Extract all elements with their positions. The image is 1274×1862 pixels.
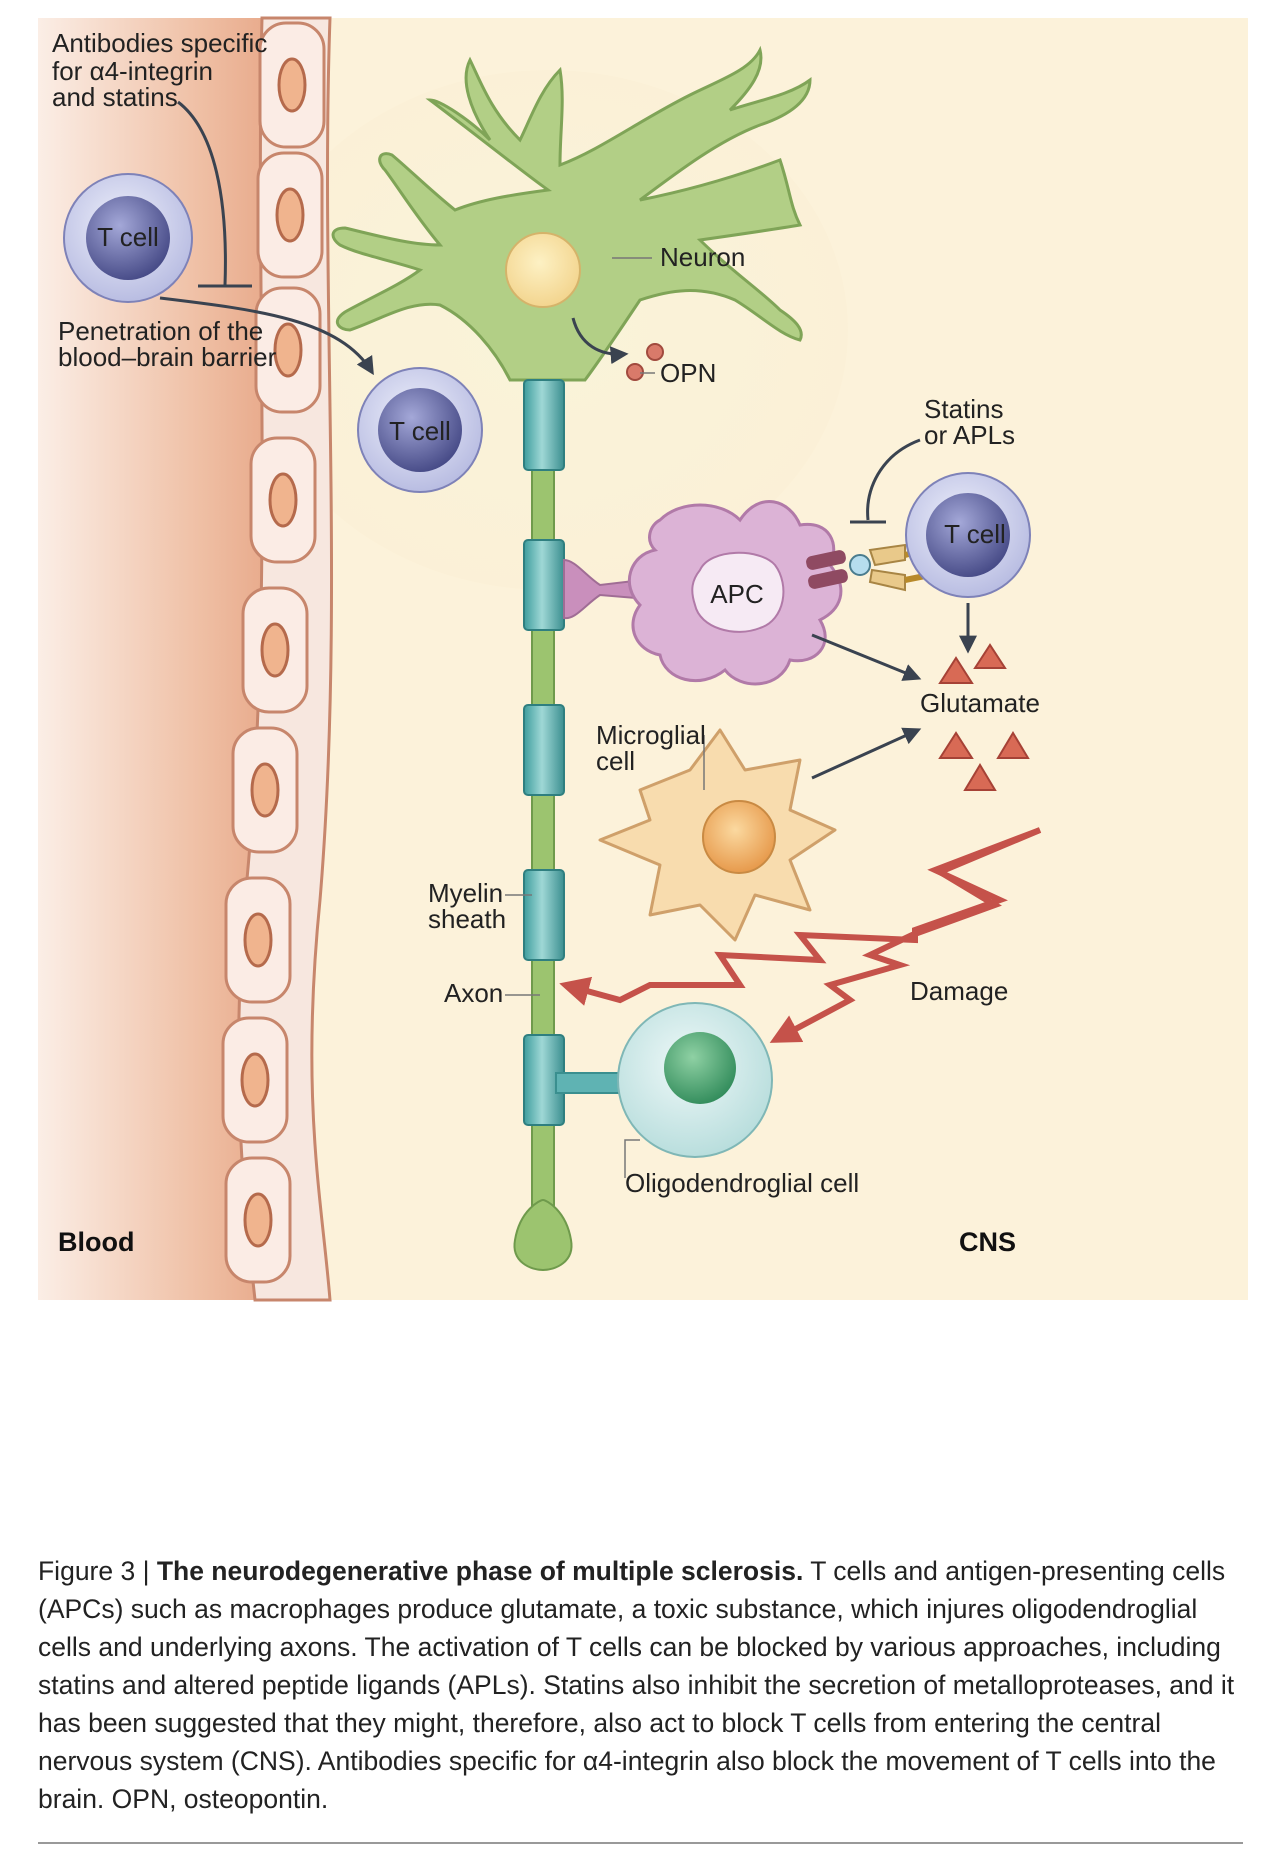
microglial-label: Microglial cell [596,720,713,776]
myelin-label: Myelin sheath [428,878,510,934]
myelin-segment [523,379,565,471]
blood-brain-barrier [221,16,334,1302]
damage-arrows [559,827,1042,1043]
endothelial-nucleus [243,912,273,968]
leader-lines [505,257,705,1178]
glutamate-triangles [938,643,1030,791]
t-cell-cns [357,367,483,493]
t-cell-label-cns: T cell [389,416,451,446]
caption-body: T cells and antigen-presenting cells (AP… [38,1556,1235,1814]
caption-title: The neurodegenerative phase of multiple … [156,1556,804,1586]
damage-label: Damage [910,976,1008,1006]
figure-caption: Figure 3 | The neurodegenerative phase o… [38,1552,1243,1818]
oligodendroglial-label: Oligodendroglial cell [625,1168,859,1198]
myelin-segment [523,539,565,631]
t-cell-blood [63,173,193,303]
apc-label: APC [710,579,763,609]
oligodendroglial-cell [555,1002,773,1158]
endothelial-nucleus [273,322,303,378]
endothelial-nucleus [268,472,298,528]
myelin-segment [523,869,565,961]
t-cell-label-activated: T cell [944,519,1006,549]
microglial-cell [598,728,837,942]
neuron-label: Neuron [660,242,745,272]
antibodies-label: Antibodies specific for α4-integrin and … [52,28,275,112]
opn-particles [626,343,664,381]
penetration-label: Penetration of the blood–brain barrier [58,316,277,372]
opn-label: OPN [660,358,716,388]
apc-cell [627,500,843,686]
endothelial-nucleus [277,57,307,113]
myelin-sheaths [523,379,565,1126]
t-cell-label-blood: T cell [97,222,159,252]
endothelial-nucleus [275,187,305,243]
statins-apls-label: Statins or APLs [924,394,1015,450]
caption-rule [38,1842,1243,1844]
t-cell-activated [905,472,1031,598]
inhibition-lines [177,100,921,524]
axon-label: Axon [444,978,503,1008]
endothelial-nucleus [243,1192,273,1248]
caption-prefix: Figure 3 | [38,1556,157,1586]
glutamate-label: Glutamate [920,688,1040,718]
ms-diagram: Antibodies specific for α4-integrin and … [38,16,1248,1302]
blood-region-label: Blood [58,1227,134,1257]
endothelial-nucleus [250,762,280,818]
myelin-segment [523,704,565,796]
cns-region-label: CNS [959,1227,1016,1257]
endothelial-nucleus [260,622,290,678]
arrows [159,296,977,780]
endothelial-nucleus [240,1052,270,1108]
